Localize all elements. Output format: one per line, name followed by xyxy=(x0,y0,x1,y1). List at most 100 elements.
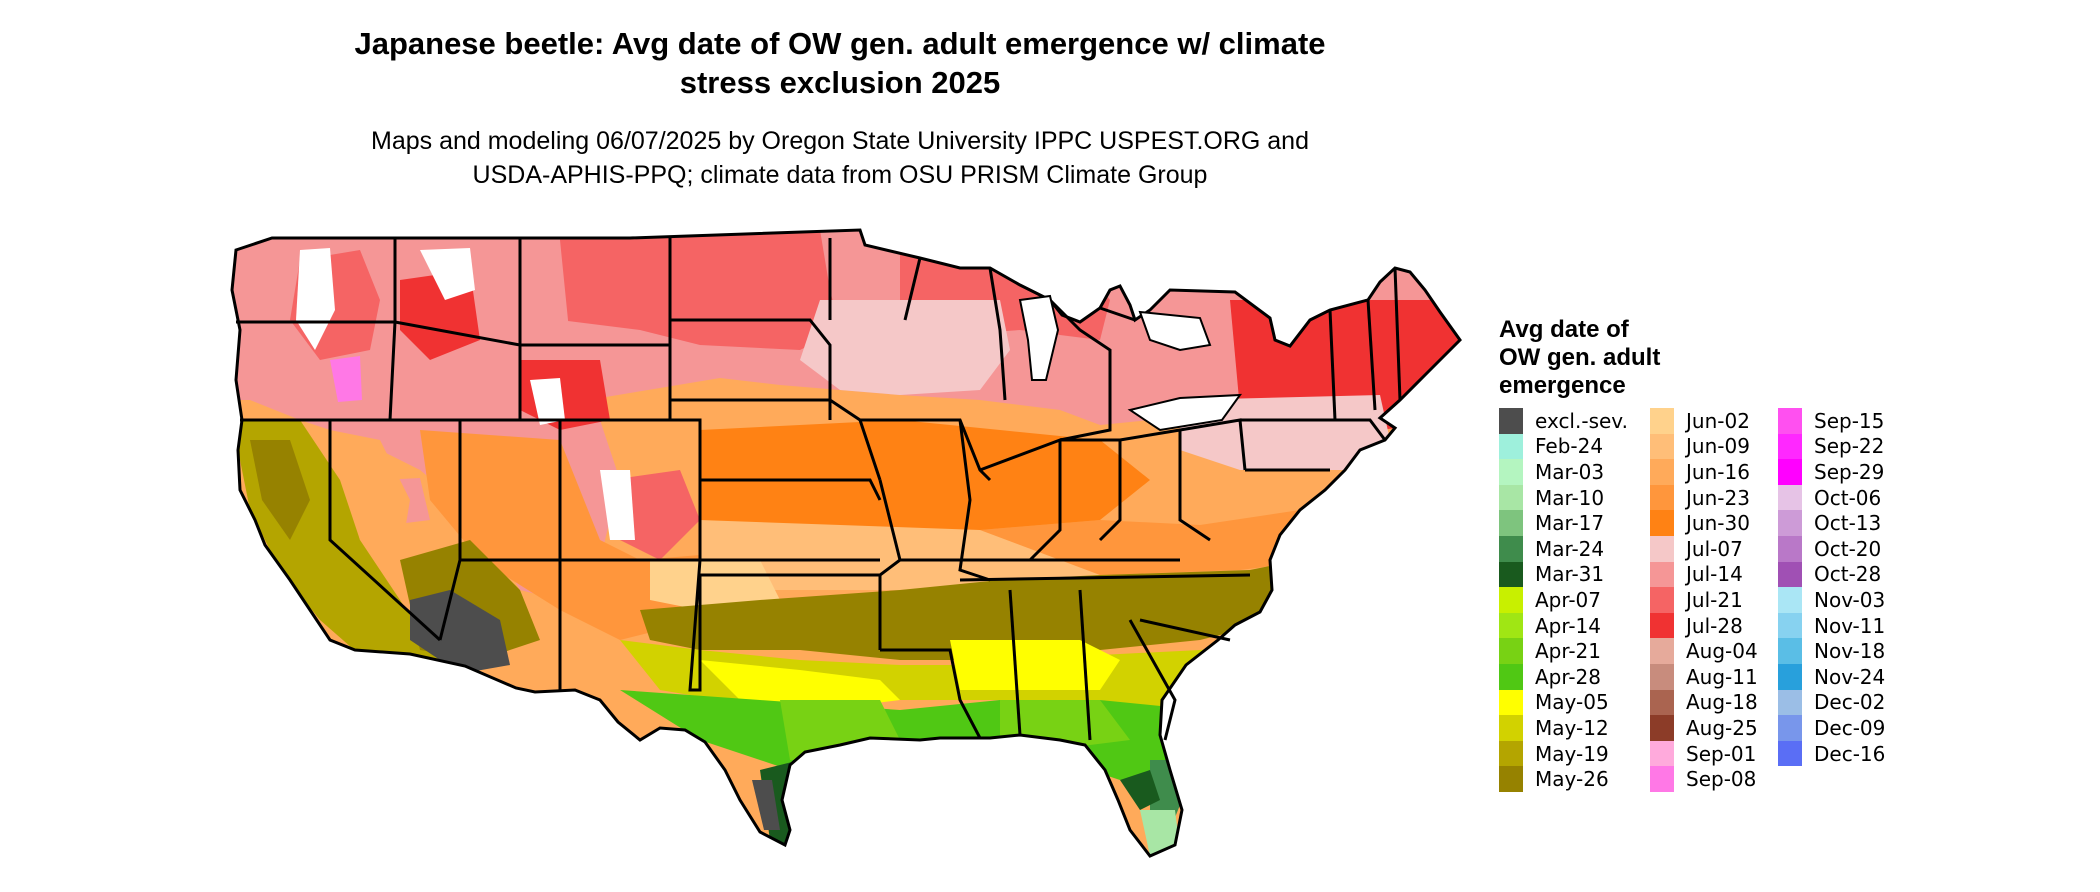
legend-label: Dec-02 xyxy=(1814,690,1886,715)
legend-swatch xyxy=(1499,510,1523,536)
map-title-line-2: stress exclusion 2025 xyxy=(679,65,1001,100)
legend-label: Mar-24 xyxy=(1535,536,1605,561)
legend-swatch xyxy=(1499,715,1523,741)
legend-item: Jun-30 xyxy=(1650,510,1758,536)
legend-title-line-2: OW gen. adult xyxy=(1499,344,1661,371)
legend-item: Jun-23 xyxy=(1650,484,1758,511)
legend-swatch xyxy=(1650,715,1674,741)
legend-label: Jul-28 xyxy=(1686,613,1743,638)
legend-swatch xyxy=(1499,535,1523,562)
state-boundaries xyxy=(230,228,1462,858)
legend-label: Aug-18 xyxy=(1686,690,1758,715)
legend-label: May-19 xyxy=(1535,741,1609,766)
legend-swatch xyxy=(1778,663,1802,690)
legend-label: May-26 xyxy=(1535,767,1609,792)
legend-label: Apr-07 xyxy=(1535,587,1601,612)
legend-label: Jul-07 xyxy=(1686,536,1743,561)
legend-swatch xyxy=(1499,766,1523,792)
legend-swatch xyxy=(1499,638,1523,664)
legend-item: Sep-15 xyxy=(1778,408,1885,434)
legend-swatch xyxy=(1778,433,1802,460)
legend-swatch xyxy=(1499,689,1523,716)
legend-swatch xyxy=(1650,408,1674,434)
legend-item: May-19 xyxy=(1499,740,1628,767)
legend-label: Mar-10 xyxy=(1535,485,1605,510)
legend-item: May-05 xyxy=(1499,689,1628,716)
legend-label: Sep-08 xyxy=(1686,767,1757,792)
legend-title-line-3: emergence xyxy=(1499,372,1626,399)
legend-item: Dec-02 xyxy=(1778,689,1886,716)
legend-item: Oct-28 xyxy=(1778,561,1885,588)
legend-item: Oct-20 xyxy=(1778,535,1885,562)
legend-item: May-12 xyxy=(1499,715,1628,741)
legend-item: Apr-28 xyxy=(1499,663,1628,690)
legend-item: Mar-17 xyxy=(1499,510,1628,536)
legend-swatch xyxy=(1778,408,1802,434)
legend-swatch xyxy=(1650,510,1674,536)
legend-swatch xyxy=(1778,510,1802,536)
legend-label: Aug-11 xyxy=(1686,664,1758,689)
legend-label: May-12 xyxy=(1535,715,1609,740)
legend-swatch xyxy=(1650,689,1674,716)
map-title: Japanese beetle: Avg date of OW gen. adu… xyxy=(230,24,1450,102)
legend-swatch xyxy=(1650,766,1674,792)
legend-swatch xyxy=(1778,612,1802,639)
legend-item: Aug-18 xyxy=(1650,689,1758,716)
legend-item: Nov-18 xyxy=(1778,638,1885,664)
legend-item: Mar-03 xyxy=(1499,459,1628,485)
legend-swatch xyxy=(1650,459,1674,485)
legend-item: Feb-24 xyxy=(1499,433,1628,460)
legend-swatch xyxy=(1778,638,1802,664)
legend-swatch xyxy=(1650,740,1674,767)
legend-label: Sep-15 xyxy=(1814,408,1885,433)
legend-swatch xyxy=(1499,433,1523,460)
legend-label: Sep-22 xyxy=(1814,434,1885,459)
legend-item: Apr-14 xyxy=(1499,612,1628,639)
legend-label: Nov-24 xyxy=(1814,664,1886,689)
legend-label: Jun-30 xyxy=(1686,511,1750,536)
legend-item: Sep-29 xyxy=(1778,459,1885,485)
legend-swatch xyxy=(1778,484,1802,511)
legend-swatch xyxy=(1778,715,1802,741)
legend-swatch xyxy=(1499,587,1523,613)
legend-item: Mar-24 xyxy=(1499,535,1628,562)
legend-label: Mar-03 xyxy=(1535,459,1605,484)
legend-label: Oct-20 xyxy=(1814,536,1882,561)
legend-swatch xyxy=(1499,612,1523,639)
legend-item: Sep-01 xyxy=(1650,740,1758,767)
legend-item: Nov-11 xyxy=(1778,612,1886,639)
legend-label: Jun-09 xyxy=(1686,434,1750,459)
legend-swatch xyxy=(1499,408,1523,434)
legend-label: Aug-25 xyxy=(1686,715,1758,740)
legend-label: May-05 xyxy=(1535,690,1609,715)
map-title-line-1: Japanese beetle: Avg date of OW gen. adu… xyxy=(354,26,1326,61)
legend-swatch xyxy=(1650,535,1674,562)
legend-item: Jul-28 xyxy=(1650,612,1758,639)
legend-swatch xyxy=(1650,433,1674,460)
legend-swatch xyxy=(1499,561,1523,588)
legend-item: Mar-10 xyxy=(1499,484,1628,511)
map-subtitle-line-2: USDA-APHIS-PPQ; climate data from OSU PR… xyxy=(472,161,1208,189)
legend-swatch xyxy=(1778,561,1802,588)
legend-swatch xyxy=(1650,587,1674,613)
legend-label: Apr-21 xyxy=(1535,639,1601,664)
legend-label: Apr-28 xyxy=(1535,664,1601,689)
legend-item: Jun-02 xyxy=(1650,408,1758,434)
legend-swatch xyxy=(1778,587,1802,613)
legend-label: Mar-31 xyxy=(1535,562,1605,587)
legend-column-2: Jun-02 Jun-09 Jun-16 Jun-23 Jun-30 Jul-07 Jul-… xyxy=(1650,408,1758,792)
legend-swatch xyxy=(1650,663,1674,690)
legend-item: Apr-21 xyxy=(1499,638,1628,664)
legend-item: Jun-16 xyxy=(1650,459,1758,485)
legend-item: Nov-03 xyxy=(1778,587,1885,613)
legend-label: Feb-24 xyxy=(1535,434,1604,459)
legend-swatch xyxy=(1778,535,1802,562)
legend-label: Oct-06 xyxy=(1814,485,1882,510)
legend-label: Jul-21 xyxy=(1686,587,1743,612)
legend-label: Nov-11 xyxy=(1814,613,1886,638)
legend-swatch xyxy=(1499,459,1523,485)
legend-label: Nov-03 xyxy=(1814,587,1886,612)
legend-swatch xyxy=(1499,740,1523,767)
legend-label: Aug-04 xyxy=(1686,639,1758,664)
legend-label: Oct-13 xyxy=(1814,511,1882,536)
